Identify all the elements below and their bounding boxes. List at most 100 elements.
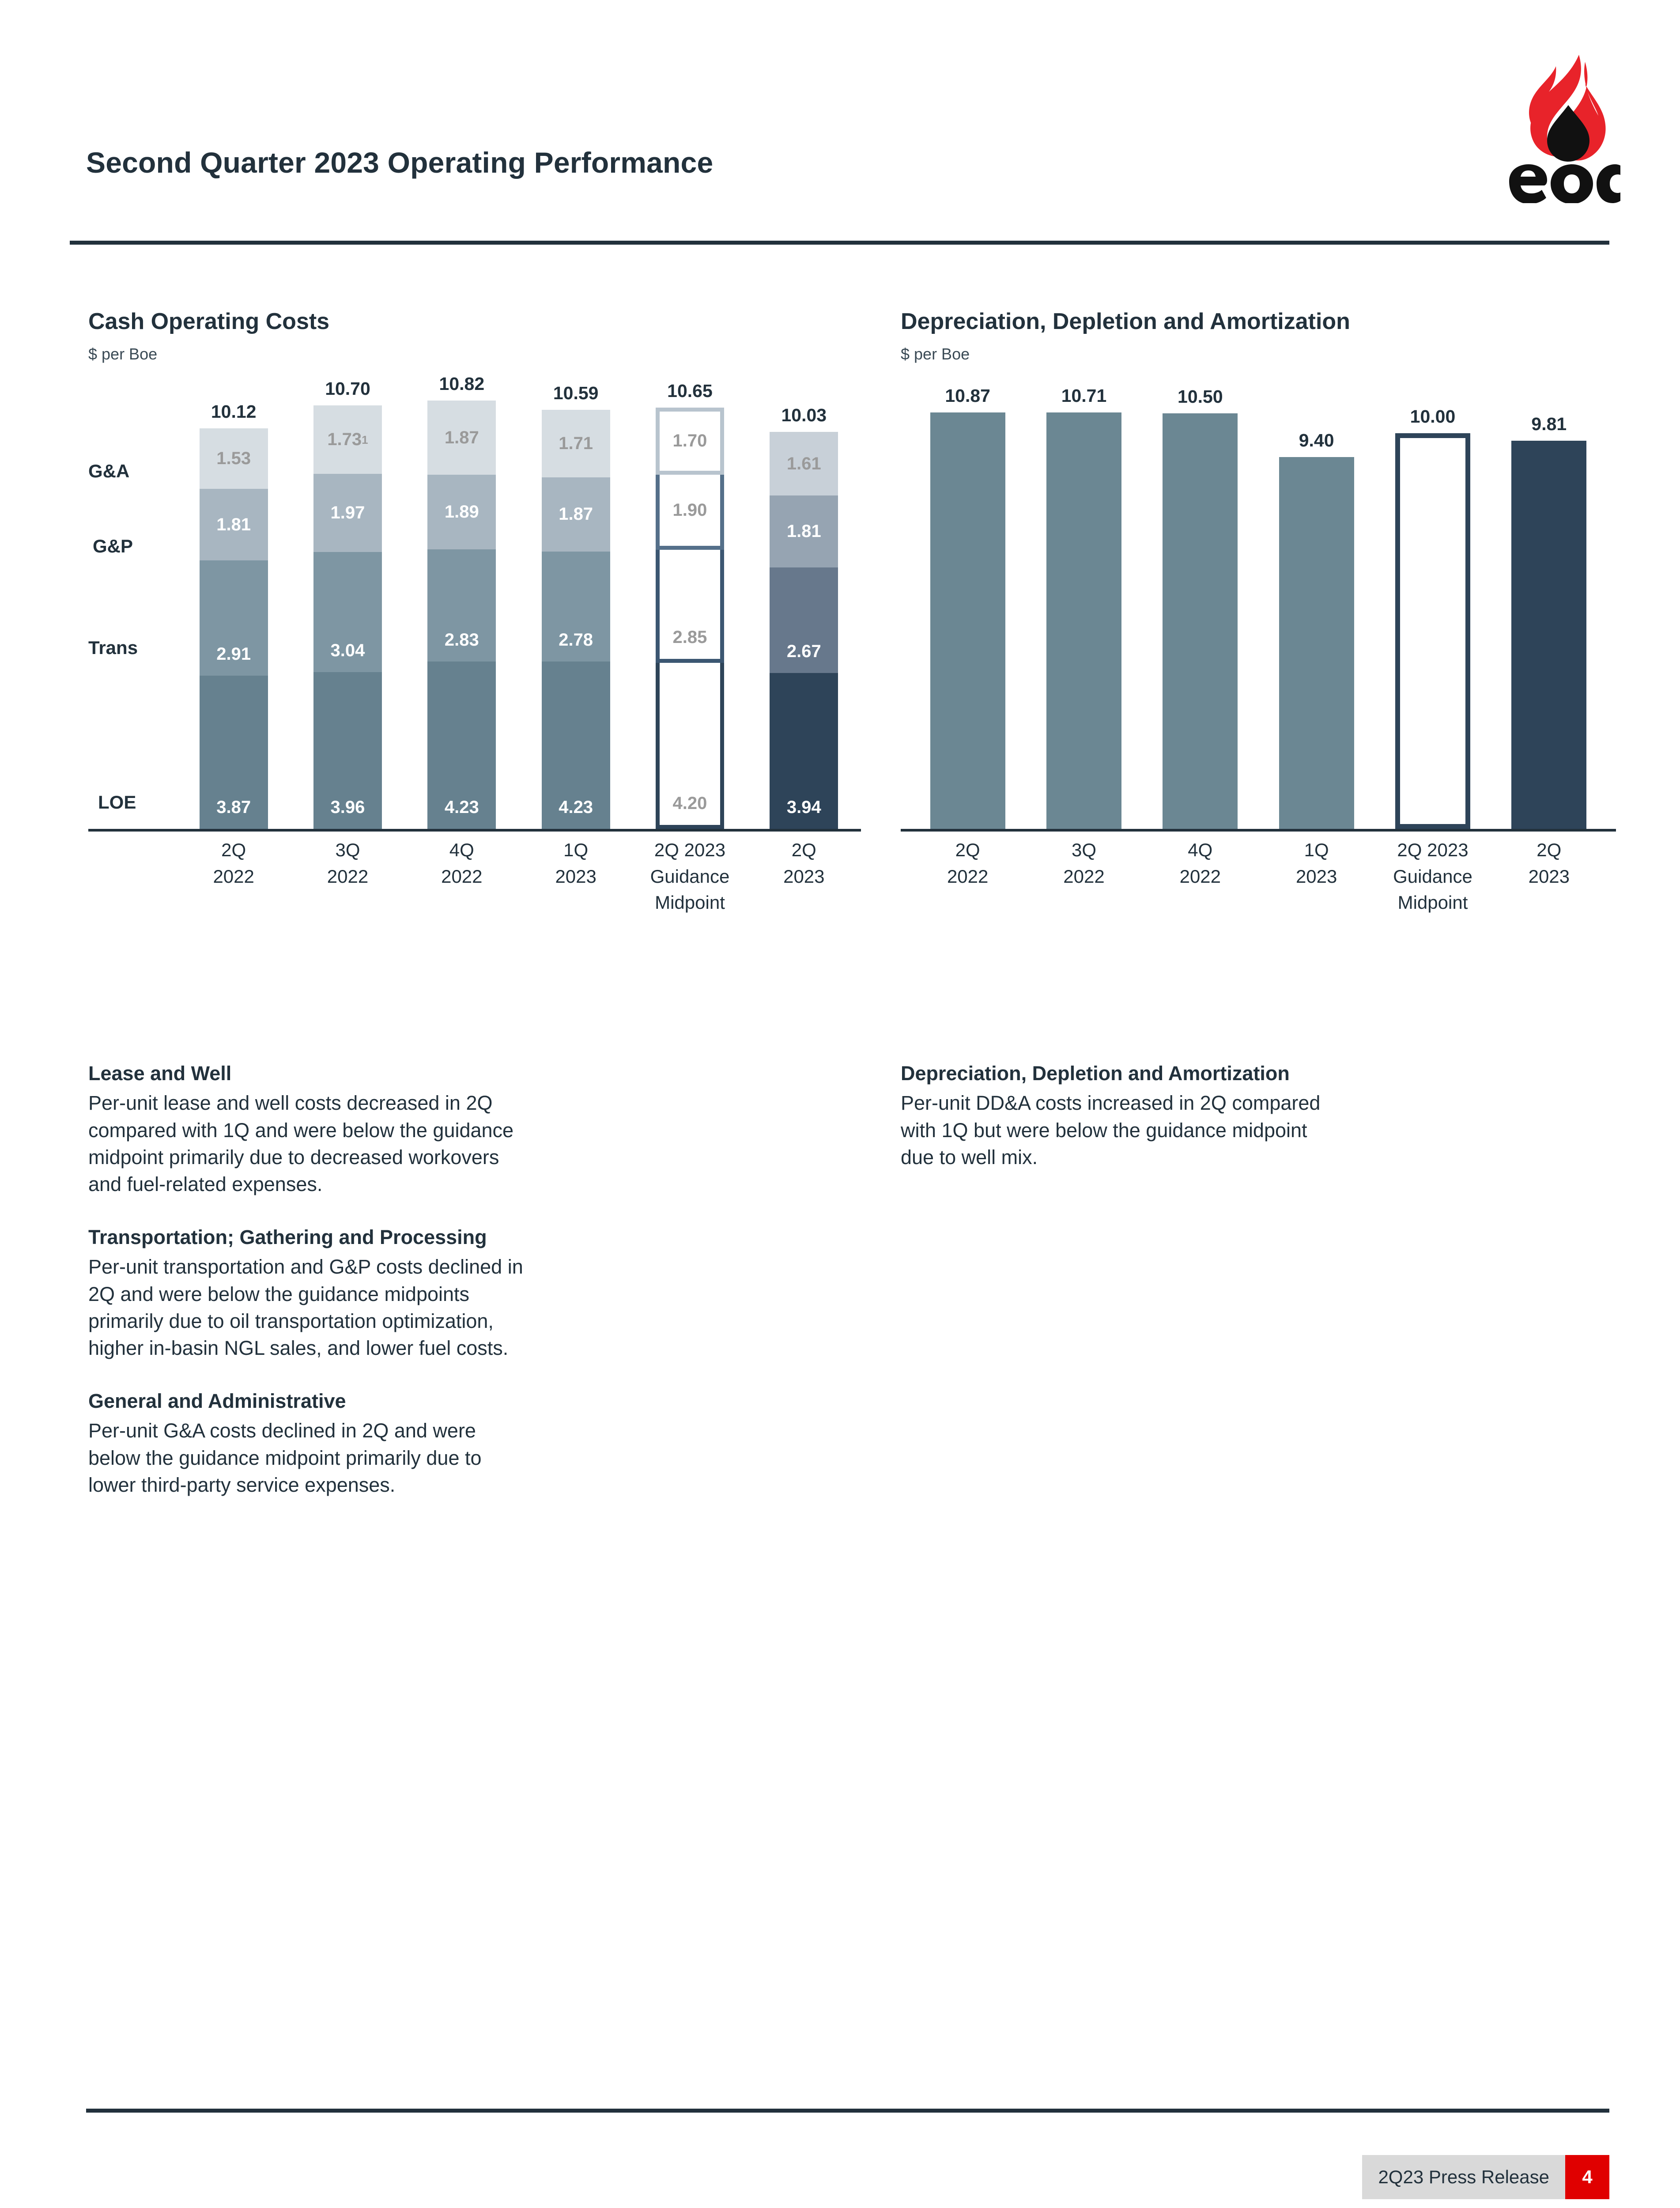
footer-divider	[86, 2109, 1609, 2113]
eog-logo	[1501, 49, 1620, 203]
left-category-labels: 2Q 2022 3Q 2022 4Q 2022 1Q 2023 2Q 2023 Guidance M…	[177, 837, 861, 938]
segment-value-label: 1.70	[672, 431, 707, 451]
stacked-bar-segment-gp: 1.97	[313, 474, 382, 552]
stacked-bar-segment-gp: 1.89	[427, 474, 496, 550]
body-heading: Transportation; Gathering and Processing	[88, 1226, 487, 1249]
left-plot-area: 10.12 1.53 1.81 2.91 3.87 10.70 1.73 1 1.97 3.04 3…	[88, 374, 861, 832]
bar-slot: 10.87	[910, 386, 1026, 829]
stacked-bar-segment-gp: 1.90	[655, 474, 724, 550]
stacked-bar-segment-gp: 1.81	[770, 495, 838, 567]
category-label-line: 3Q	[1071, 839, 1096, 861]
body-block-transportation-gp: Transportation; Gathering and Processing…	[88, 1225, 861, 1361]
stacked-bar[interactable]: 1.61 1.81 2.67 3.94	[770, 432, 838, 829]
stacked-bar-slot: 10.12 1.53 1.81 2.91 3.87	[177, 386, 291, 829]
stacked-bar[interactable]: 1.53 1.81 2.91 3.87	[199, 428, 268, 829]
segment-value-label: 2.83	[444, 630, 479, 650]
category-label: 1Q 2023	[1258, 837, 1374, 889]
body-block-lease-and-well: Lease and Well Per-unit lease and well c…	[88, 1061, 861, 1198]
bar[interactable]	[1279, 457, 1354, 829]
left-chart-subtitle: $ per Boe	[88, 345, 158, 363]
segment-value-label: 3.87	[216, 798, 251, 817]
segment-value-label: 4.20	[672, 794, 707, 813]
bar-slot: 9.40	[1258, 386, 1374, 829]
left-body-copy: Lease and Well Per-unit lease and well c…	[88, 1061, 861, 1498]
stacked-bar-segment-trans: 2.83	[427, 549, 496, 662]
category-label-line: 3Q	[335, 839, 360, 861]
bar-total-label: 10.03	[781, 405, 827, 426]
category-label: 2Q 2022	[910, 837, 1026, 889]
segment-value-label: 1.81	[216, 514, 251, 534]
body-text: Per-unit lease and well costs decreased …	[88, 1092, 514, 1195]
spacer	[88, 1361, 861, 1389]
stacked-bar-segment-trans: 2.78	[541, 551, 610, 662]
segment-value-label: 3.94	[786, 798, 821, 817]
category-label: 1Q 2023	[519, 837, 633, 889]
stacked-bar-segment-loe: 4.23	[427, 662, 496, 829]
bar-value-label: 10.87	[945, 386, 990, 406]
category-label-line: Midpoint	[1397, 892, 1468, 913]
category-label: 3Q 2022	[1026, 837, 1142, 889]
bar-total-label: 10.65	[667, 380, 713, 401]
category-label-line: 2022	[1179, 866, 1221, 887]
category-label-line: 2Q 2023	[1397, 839, 1469, 861]
category-label-line: 2022	[1063, 866, 1105, 887]
bar-value-label: 10.71	[1061, 386, 1107, 406]
stacked-bar[interactable]: 1.71 1.87 2.78 4.23	[541, 409, 610, 829]
stacked-bar-slot: 10.65 1.70 1.90 2.85 4.20	[633, 381, 747, 829]
segment-value-label: 1.53	[216, 449, 251, 469]
category-label-line: 1Q	[1304, 839, 1329, 861]
stacked-bar[interactable]: 1.87 1.89 2.83 4.23	[427, 401, 496, 829]
stacked-bar-segment-ga: 1.71	[541, 409, 610, 478]
category-label-line: 2023	[1295, 866, 1337, 887]
category-label-line: Guidance	[650, 866, 730, 887]
bar-total-label: 10.70	[325, 378, 370, 399]
row-label-trans: Trans	[88, 637, 138, 658]
category-label-line: 2022	[441, 866, 483, 887]
bar-total-label: 10.12	[211, 401, 257, 422]
category-label-line: 2Q	[1537, 839, 1562, 861]
dda-chart: 10.87 10.71 10.50 9.40 10.00 9.81 2Q 2022 3Q 202…	[901, 386, 1616, 913]
stacked-bar-segment-loe: 4.23	[541, 662, 610, 829]
segment-value-label: 2.67	[786, 642, 821, 661]
segment-value-label: 3.04	[330, 641, 365, 661]
segment-value-label: 4.23	[444, 798, 479, 817]
category-label: 2Q 2023 Guidance Midpoint	[1374, 837, 1491, 916]
segment-value-label: 1.89	[444, 502, 479, 522]
stacked-bar-segment-trans: 3.04	[313, 552, 382, 673]
bar-slot: 10.71	[1026, 386, 1142, 829]
bar[interactable]	[1046, 412, 1121, 829]
footer-label: 2Q23 Press Release	[1362, 2155, 1565, 2199]
right-body-copy: Depreciation, Depletion and Amortization…	[901, 1061, 1616, 1171]
stacked-bar-segment-loe: 3.94	[770, 673, 838, 829]
segment-value-label: 1.71	[559, 434, 593, 454]
body-heading: General and Administrative	[88, 1390, 346, 1413]
bar[interactable]	[1163, 413, 1238, 829]
category-label: 2Q 2022	[177, 837, 291, 889]
bar[interactable]	[930, 412, 1005, 829]
category-label-line: 4Q	[449, 839, 474, 861]
stacked-bar-segment-ga: 1.61	[770, 432, 838, 496]
stacked-bar-slot: 10.70 1.73 1 1.97 3.04 3.96	[291, 378, 404, 829]
stacked-bar-segment-ga: 1.70	[655, 407, 724, 475]
segment-value-label: 1.81	[786, 522, 821, 541]
segment-value-label: 1.73	[327, 430, 362, 450]
footer: 2Q23 Press Release 4	[1362, 2155, 1609, 2199]
category-label-line: 2Q	[791, 839, 816, 861]
category-label: 2Q 2023	[747, 837, 861, 889]
segment-value-label: 1.97	[330, 503, 365, 522]
category-label-line: 2022	[947, 866, 989, 887]
right-chart-title: Depreciation, Depletion and Amortization	[901, 309, 1350, 334]
bar[interactable]	[1395, 433, 1470, 829]
bar-value-label: 10.50	[1178, 386, 1223, 407]
row-label-gp: G&P	[93, 536, 133, 557]
segment-value-label: 1.87	[444, 427, 479, 447]
stacked-bar-segment-loe: 3.87	[199, 676, 268, 829]
category-label-line: 1Q	[563, 839, 589, 861]
stacked-bar-slot: 10.03 1.61 1.81 2.67 3.94	[747, 386, 861, 829]
cash-operating-costs-chart: G&A G&P Trans LOE 10.12 1.53 1.81 2.91 3.87 1…	[88, 374, 861, 913]
right-axis-line	[901, 829, 1616, 832]
bar[interactable]	[1511, 440, 1587, 829]
category-label: 4Q 2022	[1142, 837, 1258, 889]
stacked-bar[interactable]: 1.70 1.90 2.85 4.20	[655, 407, 724, 829]
stacked-bar[interactable]: 1.73 1 1.97 3.04 3.96	[313, 405, 382, 829]
